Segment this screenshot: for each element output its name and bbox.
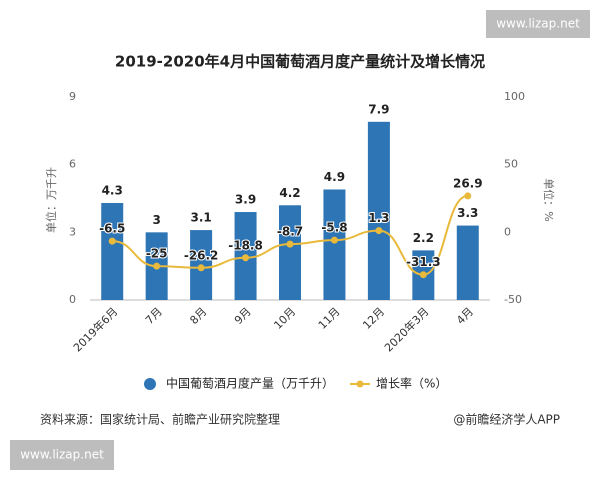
line-point [197,264,205,272]
source: 资料来源：国家统计局、前瞻产业研究院整理 [40,412,280,427]
bar-value-label: 4.2 [279,186,300,200]
line-value-label: -31.3 [406,255,441,269]
bar-value-label: 7.9 [368,102,389,116]
line-value-label: -18.8 [228,238,263,252]
line-point [419,271,427,279]
line-point [286,240,294,248]
line-point [330,236,338,244]
bar [101,203,124,300]
line-point [242,254,250,262]
bar-value-label: 3 [152,213,160,227]
line-value-label: -6.5 [99,222,125,236]
line-point [464,192,472,200]
line-value-label: 26.9 [453,176,483,190]
bar-value-label: 3.3 [457,206,478,220]
line-value-label: 1.3 [368,211,389,225]
watermark-box [486,10,590,38]
line-value-label: -25 [146,247,168,261]
line-value-label: -26.2 [184,248,219,262]
y2-axis-label: 单位：% [542,178,556,221]
y-tick-label: 9 [69,90,76,103]
bar [323,189,346,300]
bar-value-label: 2.2 [413,231,434,245]
bar-value-label: 3.9 [235,193,256,207]
legend-marker [144,378,156,390]
line-value-label: -5.8 [321,221,347,235]
y-axis-label: 单位：万千升 [44,167,58,233]
line-point [153,262,161,270]
line-point [108,237,116,245]
y2-tick-label: 100 [504,90,525,103]
y2-tick-label: 50 [504,158,518,171]
bar-value-label: 3.1 [190,211,211,225]
y2-tick-label: -50 [504,293,522,306]
bar [367,121,390,300]
y-tick-label: 6 [69,158,76,171]
chart-title: 2019-2020年4月中国葡萄酒月度产量统计及增长情况 [115,53,485,71]
legend-label: 增长率（%） [376,376,447,391]
watermark: www.lizap.net [496,17,580,31]
legend-label: 中国葡萄酒月度产量（万千升） [166,376,334,391]
line-point [375,227,383,235]
y-tick-label: 3 [69,225,76,238]
bar [279,205,301,300]
line-value-label: -8.7 [277,225,303,239]
legend-marker [356,380,364,388]
bar-value-label: 4.9 [324,170,345,184]
y2-tick-label: 0 [504,225,511,238]
bar-value-label: 4.3 [102,184,123,198]
watermark-box [10,440,114,470]
y-tick-label: 0 [69,293,76,306]
credit: @前瞻经济学人APP [453,412,560,427]
watermark: www.lizap.net [20,448,104,462]
bar [456,225,479,300]
